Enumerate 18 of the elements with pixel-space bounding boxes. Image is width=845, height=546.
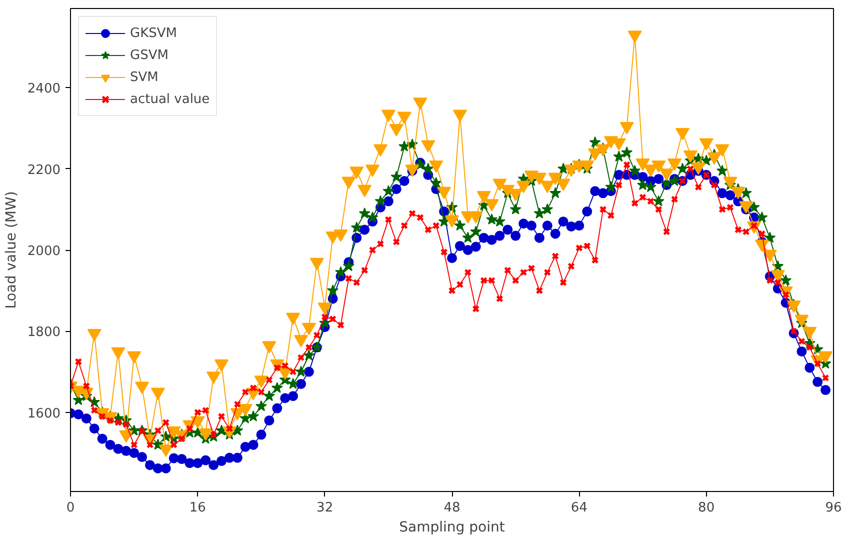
y-tick-label: 2400 (27, 82, 61, 97)
x-tick-label: 96 (825, 500, 842, 516)
legend-label: GSVM (130, 48, 168, 62)
x-tick-label: 16 (189, 500, 206, 516)
legend-label: GKSVM (130, 26, 177, 40)
y-tick-label: 1600 (27, 406, 61, 422)
x-tick-label: 32 (316, 500, 334, 516)
y-axis-title: Load value (MW) (3, 191, 20, 309)
legend-label: actual value (130, 92, 210, 106)
x-tick-label: 80 (698, 500, 715, 516)
x-tick-label: 48 (444, 500, 460, 516)
x-tick-label: 64 (570, 500, 588, 516)
y-tick-label: 1800 (27, 325, 61, 340)
x-axis-title: Sampling point (399, 520, 506, 536)
x-tick-label: 0 (66, 500, 75, 516)
y-tick-label: 2000 (27, 244, 61, 259)
y-tick-label: 2200 (27, 162, 61, 178)
legend-label: SVM (130, 70, 158, 84)
